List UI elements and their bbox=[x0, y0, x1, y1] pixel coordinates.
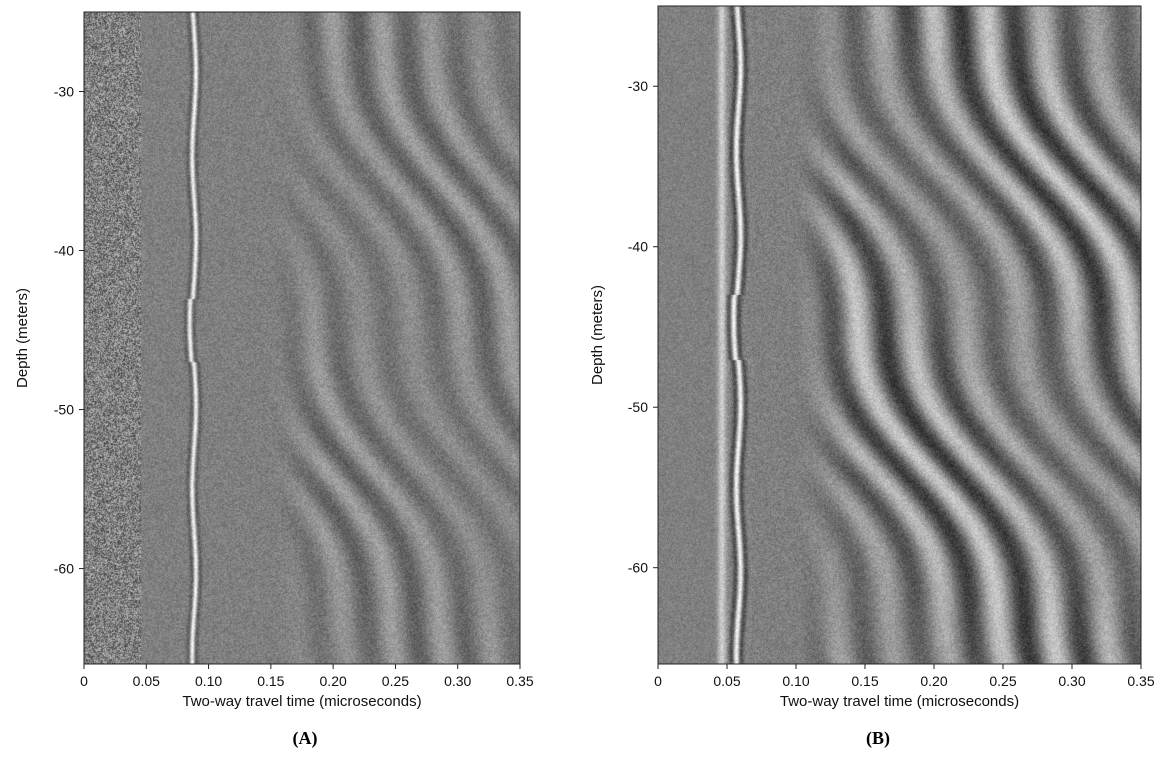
x-tick-label: 0.20 bbox=[920, 673, 947, 689]
x-tick-label: 0.10 bbox=[195, 673, 222, 689]
x-tick-label: 0.05 bbox=[133, 673, 160, 689]
y-tick-label: -30 bbox=[54, 84, 74, 100]
radar-image-canvas bbox=[84, 12, 520, 664]
x-tick-label: 0.25 bbox=[989, 673, 1016, 689]
y-tick-label: -40 bbox=[54, 243, 74, 259]
chart-b: 0 0.05 0.10 0.15 0.20 0.25 0.30 0.35 -30 -40 -50 -6… bbox=[589, 5, 1155, 710]
x-tick-label: 0.15 bbox=[851, 673, 878, 689]
x-axis-label: Two-way travel time (microseconds) bbox=[780, 693, 1019, 710]
y-tick-label: -30 bbox=[628, 78, 648, 94]
plot-frame bbox=[657, 5, 1142, 665]
x-tick-label: 0 bbox=[80, 673, 88, 689]
x-tick-label: 0.05 bbox=[713, 673, 740, 689]
radar-image-canvas bbox=[658, 6, 1141, 664]
panel-a: 0 0.05 0.10 0.15 0.20 0.25 0.30 0.35 -30 -40 -50 -6… bbox=[0, 0, 580, 764]
x-tick-label: 0 bbox=[654, 673, 662, 689]
seismic-image-b bbox=[658, 6, 1141, 664]
x-tick-label: 0.20 bbox=[320, 673, 347, 689]
y-tick-label: -40 bbox=[628, 239, 648, 255]
x-tick-label: 0.10 bbox=[782, 673, 809, 689]
plot-frame bbox=[83, 11, 521, 665]
y-tick-label: -60 bbox=[54, 561, 74, 577]
x-tick-label: 0.35 bbox=[506, 673, 533, 689]
x-tick-label: 0.15 bbox=[257, 673, 284, 689]
x-tick-label: 0.30 bbox=[444, 673, 471, 689]
y-axis-label: Depth (meters) bbox=[589, 285, 606, 385]
panel-label-b: (B) bbox=[866, 728, 890, 748]
x-axis-label: Two-way travel time (microseconds) bbox=[182, 693, 421, 710]
panel-b: 0 0.05 0.10 0.15 0.20 0.25 0.30 0.35 -30 -40 -50 -6… bbox=[580, 0, 1162, 764]
y-tick-label: -60 bbox=[628, 560, 648, 576]
x-tick-label: 0.25 bbox=[382, 673, 409, 689]
chart-a: 0 0.05 0.10 0.15 0.20 0.25 0.30 0.35 -30 -40 -50 -6… bbox=[14, 11, 534, 710]
panel-label-a: (A) bbox=[292, 728, 318, 748]
x-tick-label: 0.30 bbox=[1058, 673, 1085, 689]
y-tick-label: -50 bbox=[628, 399, 648, 415]
seismic-image-a bbox=[84, 12, 520, 664]
x-tick-label: 0.35 bbox=[1127, 673, 1154, 689]
y-axis-label: Depth (meters) bbox=[14, 288, 31, 388]
y-tick-label: -50 bbox=[54, 402, 74, 418]
